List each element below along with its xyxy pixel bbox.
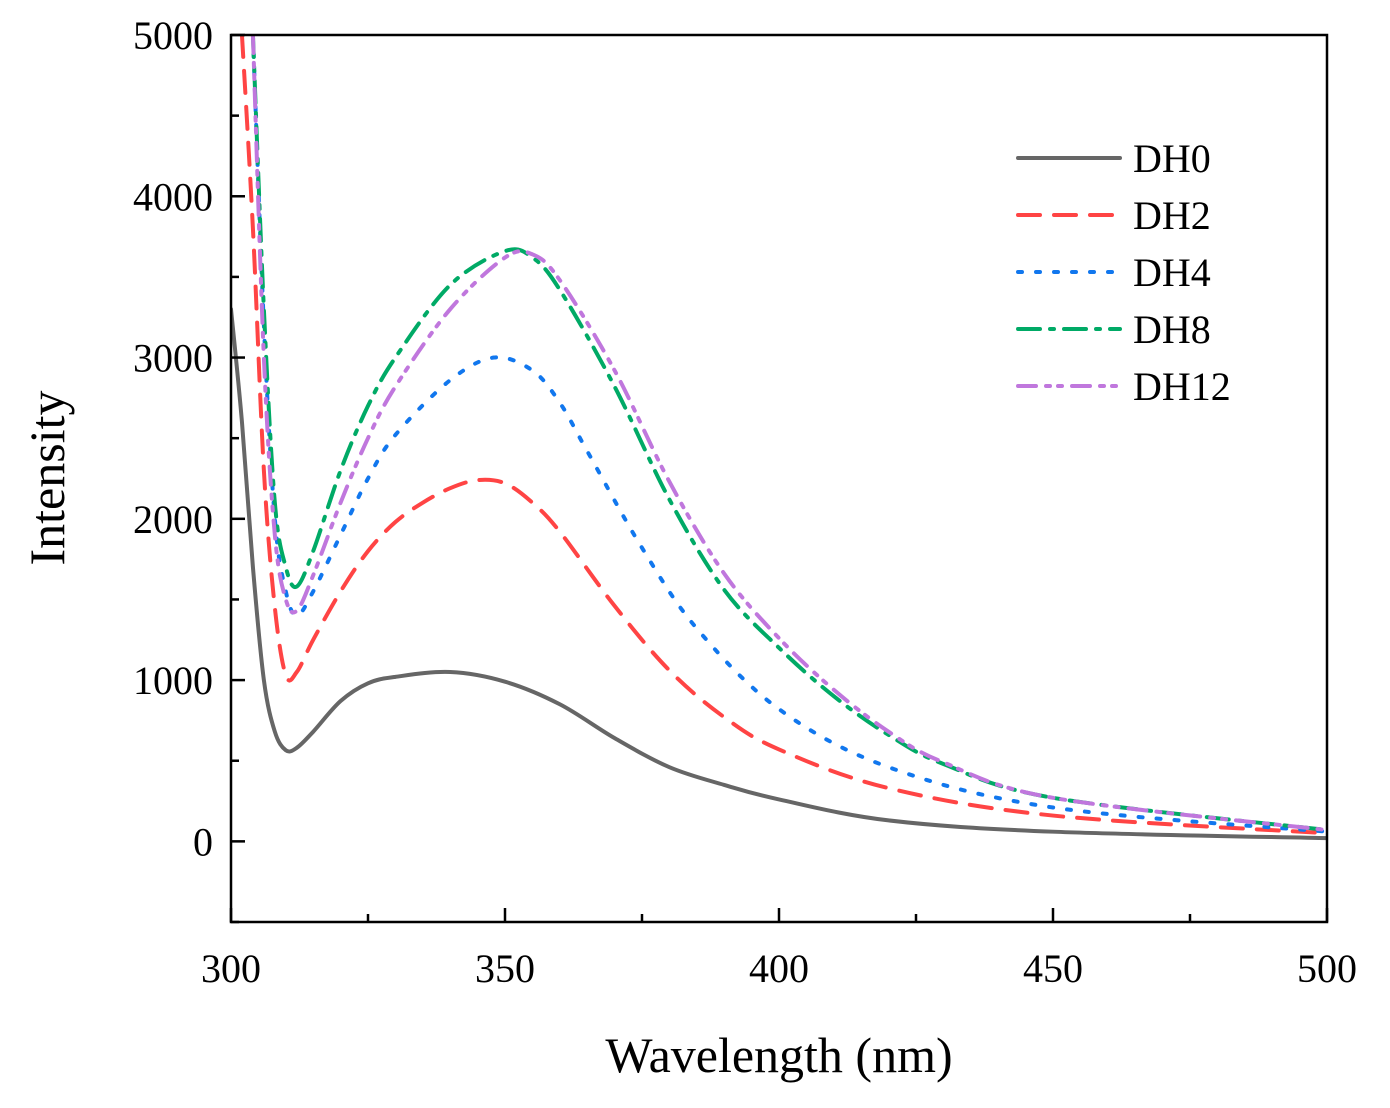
x-tick-label: 350 xyxy=(475,946,535,991)
y-tick-labels: 0 1000 2000 3000 4000 5000 xyxy=(133,13,213,864)
legend-label: DH8 xyxy=(1133,307,1211,352)
x-tick-label: 400 xyxy=(749,946,809,991)
legend-item-dh2: DH2 xyxy=(1016,193,1211,238)
y-tick-label: 3000 xyxy=(133,336,213,381)
series-line-dh0 xyxy=(231,307,1327,841)
y-tick-label: 2000 xyxy=(133,497,213,542)
legend-label: DH12 xyxy=(1133,364,1231,409)
x-tick-label: 300 xyxy=(201,946,261,991)
legend-item-dh8: DH8 xyxy=(1016,307,1211,352)
series-line-dh4 xyxy=(250,35,1327,834)
x-tick-labels: 300 350 400 450 500 xyxy=(201,946,1357,991)
series-line-dh8 xyxy=(250,35,1327,833)
series-line-dh2 xyxy=(239,35,1327,836)
legend-item-dh12: DH12 xyxy=(1016,364,1231,409)
axis-ticks xyxy=(229,33,1329,924)
series-lines xyxy=(231,35,1327,841)
legend-item-dh4: DH4 xyxy=(1016,250,1211,295)
legend-label: DH2 xyxy=(1133,193,1211,238)
legend-label: DH4 xyxy=(1133,250,1211,295)
legend-item-dh0: DH0 xyxy=(1016,136,1211,181)
y-tick-label: 4000 xyxy=(133,174,213,219)
series-line-dh12 xyxy=(250,35,1327,833)
y-tick-label: 1000 xyxy=(133,658,213,703)
y-axis-label: Intensity xyxy=(19,391,75,566)
x-axis-label: Wavelength (nm) xyxy=(605,1027,952,1083)
x-tick-label: 450 xyxy=(1023,946,1083,991)
x-tick-label: 500 xyxy=(1297,946,1357,991)
legend-label: DH0 xyxy=(1133,136,1211,181)
y-tick-label: 0 xyxy=(193,819,213,864)
legend: DH0 DH2 DH4 DH8 DH12 xyxy=(1016,136,1231,409)
y-tick-label: 5000 xyxy=(133,13,213,58)
